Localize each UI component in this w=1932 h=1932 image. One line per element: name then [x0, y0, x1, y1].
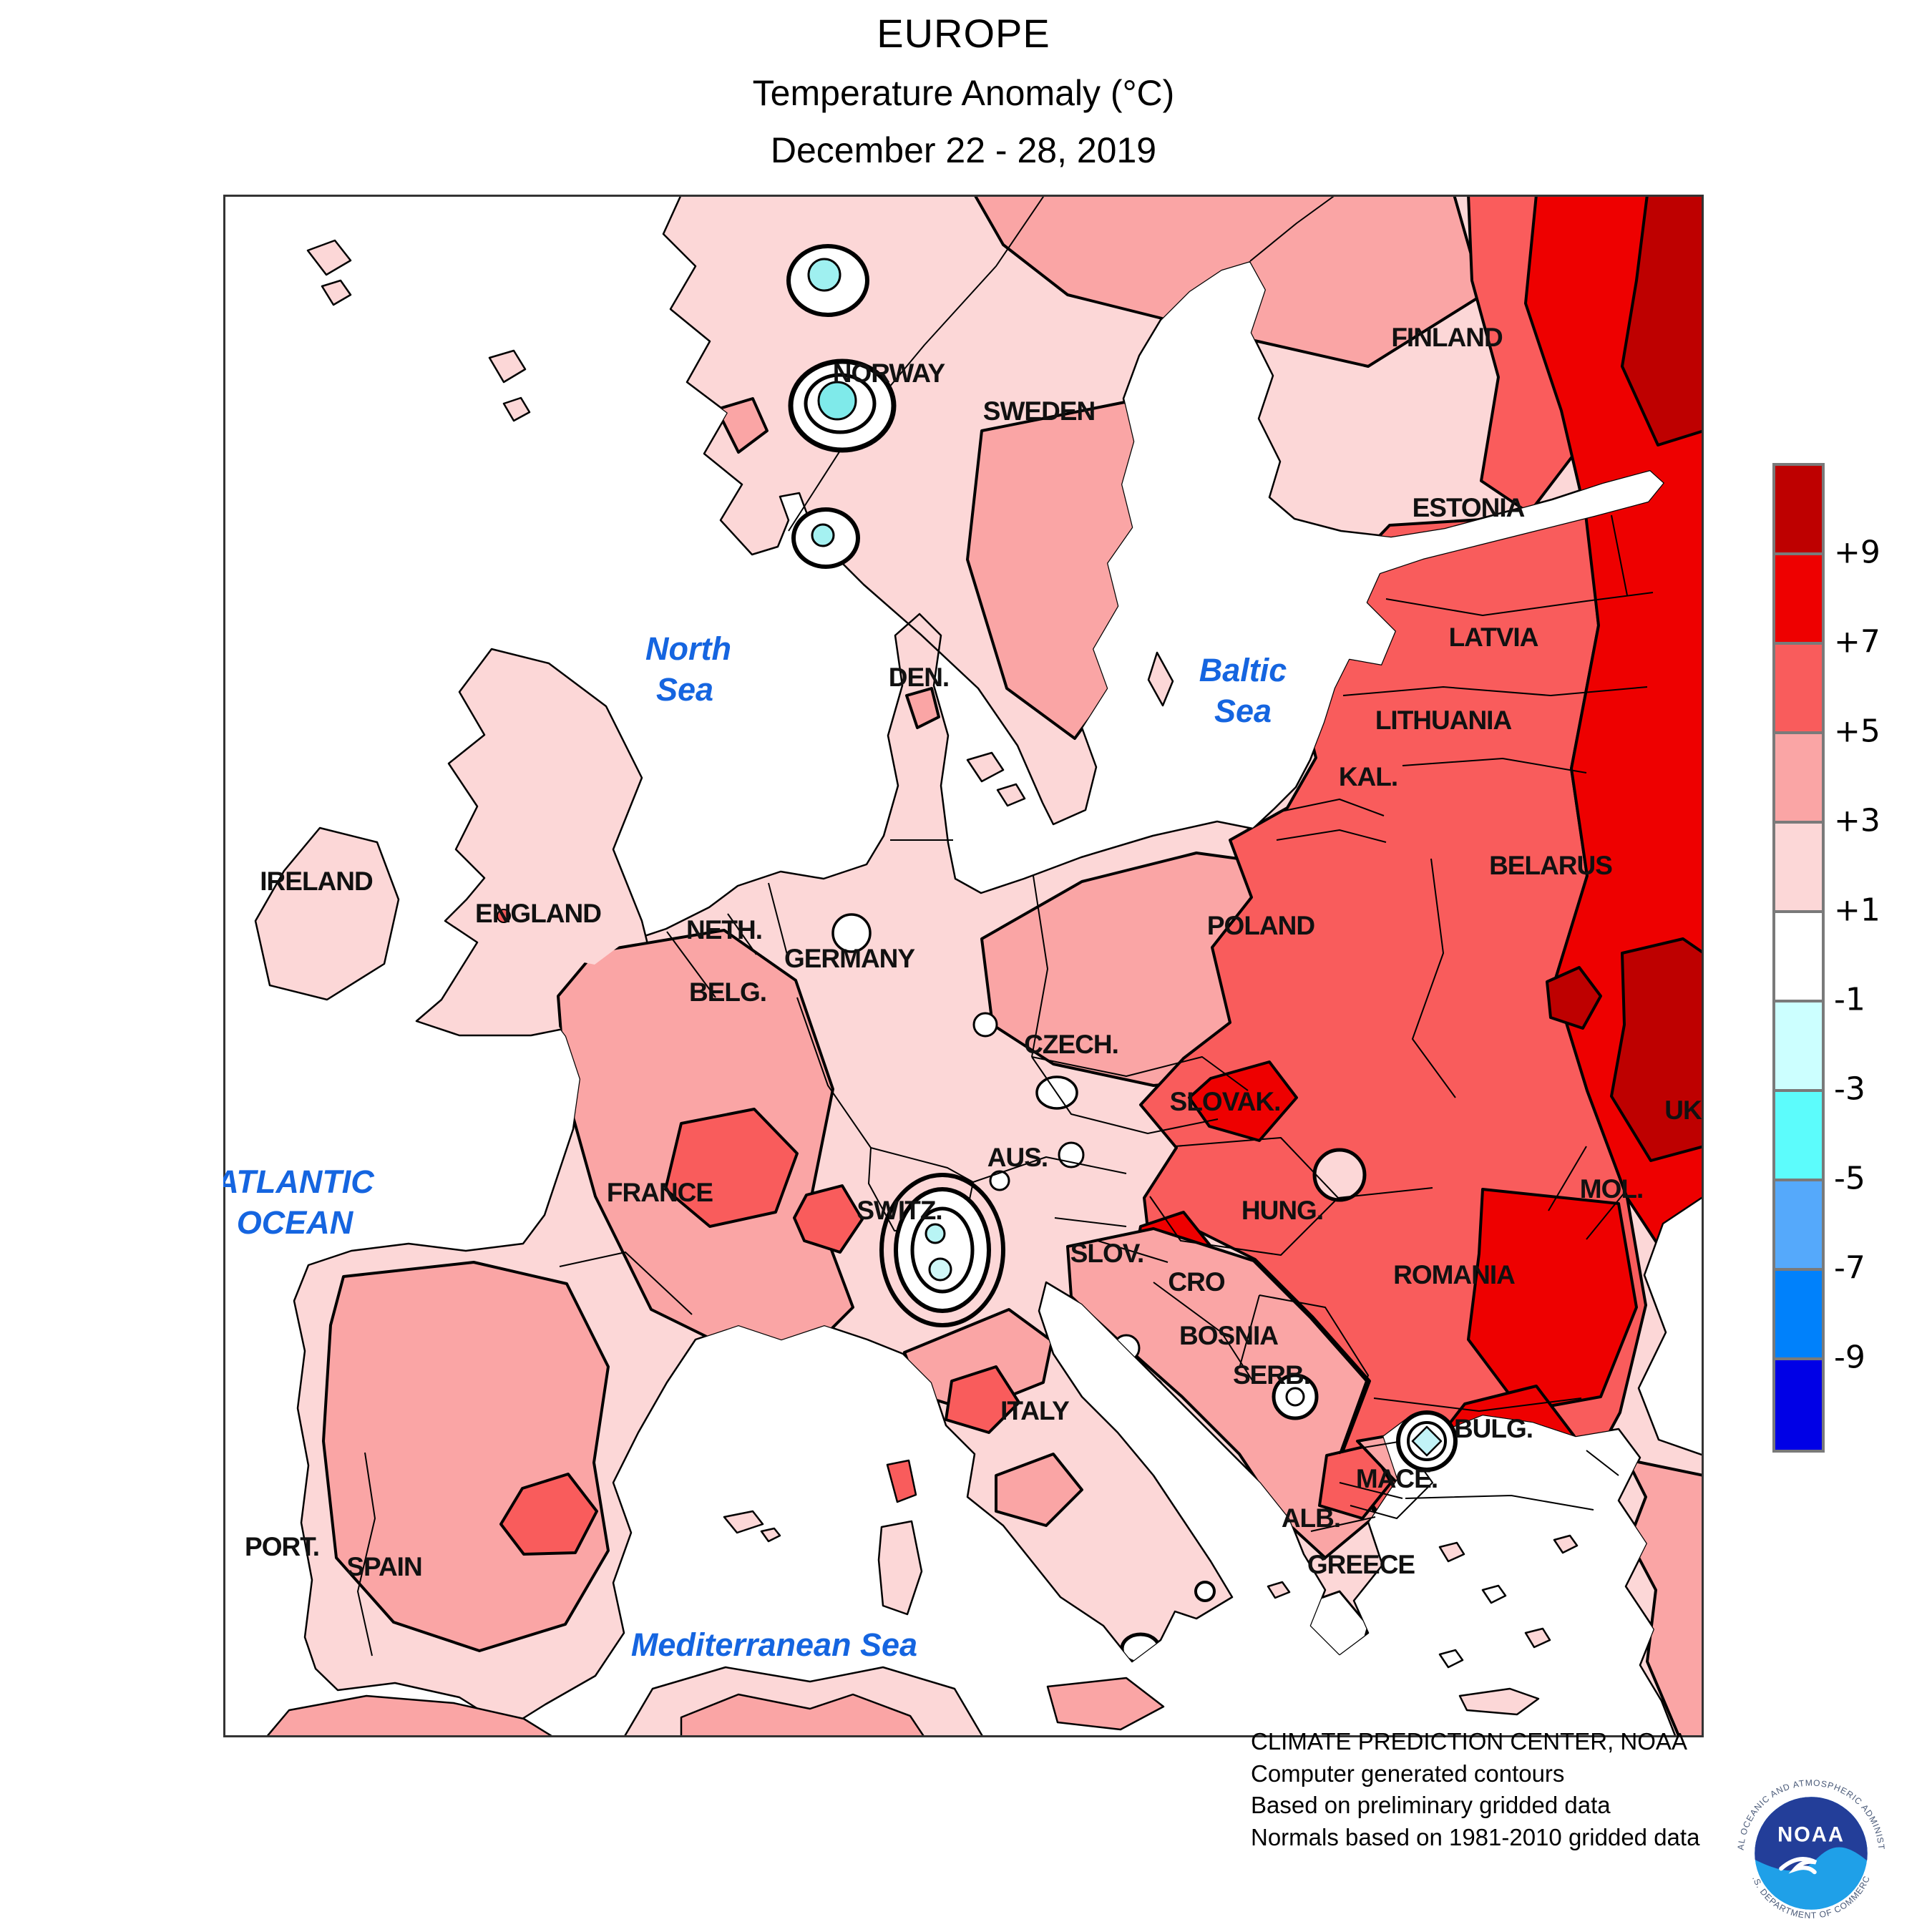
sea-label-ocean: OCEAN — [237, 1204, 354, 1241]
country-label-mace: MACE. — [1356, 1464, 1438, 1493]
footer-credits: CLIMATE PREDICTION CENTER, NOAA Computer… — [1251, 1726, 1699, 1853]
legend-label--3: -3 — [1834, 1070, 1865, 1108]
country-label-bosnia: BOSNIA — [1179, 1321, 1278, 1350]
legend-swatch-<-9 — [1775, 1360, 1822, 1450]
country-label-neth: NETH. — [686, 915, 762, 945]
legend-swatch--3to-1 — [1775, 1002, 1822, 1092]
logo-sky — [1755, 1797, 1868, 1871]
legend-label--7: -7 — [1834, 1249, 1865, 1287]
legend-swatch-+5to+7 — [1775, 645, 1822, 734]
cold-anomaly-spots — [497, 244, 1458, 1472]
country-label-slov: SLOV. — [1070, 1239, 1144, 1268]
legend-swatch-+7to+9 — [1775, 555, 1822, 645]
map-labels: NORWAY SWEDEN FINLAND ESTONIA LATVIA LITHUANI… — [223, 323, 1703, 1663]
country-borders — [357, 195, 1654, 1657]
legend-label-+1: +1 — [1834, 892, 1880, 929]
map-frame — [223, 195, 1704, 1737]
europe-anomaly-map: NORWAY SWEDEN FINLAND ESTONIA LATVIA LITHUANI… — [223, 195, 1704, 1737]
country-label-france: FRANCE — [607, 1178, 713, 1207]
country-label-den: DEN. — [889, 663, 949, 692]
map-subtitle: Temperature Anomaly (°C) — [752, 73, 1175, 113]
sea-label-mediterranean-sea: Mediterranean Sea — [631, 1626, 917, 1663]
country-label-belg: BELG. — [689, 977, 766, 1007]
country-label-alb: ALB. — [1282, 1503, 1340, 1533]
sea-label-baltic: Baltic — [1199, 652, 1287, 688]
footer-line: CLIMATE PREDICTION CENTER, NOAA — [1251, 1728, 1687, 1755]
anomaly-zones — [322, 195, 1704, 1737]
legend-label-+9: +9 — [1834, 534, 1880, 571]
legend-swatch--7to-5 — [1775, 1181, 1822, 1271]
legend-swatch->+9 — [1775, 466, 1822, 555]
country-label-hung: HUNG. — [1241, 1196, 1323, 1225]
country-label-czech: CZECH. — [1024, 1030, 1118, 1059]
country-label-finland: FINLAND — [1391, 323, 1503, 352]
logo-noaa-text: NOAA — [1777, 1823, 1845, 1846]
country-label-latvia: LATVIA — [1449, 623, 1538, 652]
sea-label-sea: Sea — [1214, 693, 1272, 729]
country-label-port: PORT. — [245, 1532, 319, 1561]
legend-label--9: -9 — [1834, 1339, 1865, 1376]
country-label-uk: UK — [1664, 1096, 1702, 1125]
country-label-sweden: SWEDEN — [983, 396, 1095, 426]
country-label-switz: SWITZ. — [857, 1196, 942, 1225]
footer-line: Normals based on 1981-2010 gridded data — [1251, 1823, 1700, 1850]
legend-label--1: -1 — [1834, 981, 1865, 1018]
country-label-aus: AUS. — [987, 1143, 1048, 1172]
legend-swatch--5to-3 — [1775, 1092, 1822, 1181]
legend-swatch--1to+1 — [1775, 913, 1822, 1002]
country-label-slovak: SLOVAK. — [1170, 1087, 1281, 1116]
country-label-ireland: IRELAND — [260, 867, 373, 896]
country-label-romania: ROMANIA — [1393, 1260, 1515, 1289]
country-label-belarus: BELARUS — [1489, 851, 1612, 880]
country-label-spain: SPAIN — [346, 1552, 421, 1581]
country-label-germany: GERMANY — [784, 944, 915, 973]
footer-line: Based on preliminary gridded data — [1251, 1792, 1611, 1818]
map-panel: NORWAY SWEDEN FINLAND ESTONIA LATVIA LITHUANI… — [223, 195, 1704, 1737]
legend-label-+3: +3 — [1834, 802, 1880, 839]
country-label-lithuania: LITHUANIA — [1375, 706, 1512, 735]
noaa-logo: NATIONAL OCEANIC AND ATMOSPHERIC ADMINIS… — [1729, 1775, 1890, 1932]
seagull-icon — [1779, 1857, 1818, 1875]
map-title: EUROPE — [877, 11, 1050, 56]
country-label-kal: KAL. — [1339, 762, 1397, 791]
black-sea — [1637, 1195, 1704, 1457]
legend-swatch-+3to+5 — [1775, 734, 1822, 824]
legend-colorbar — [1772, 463, 1825, 1453]
country-label-bulg: BULG. — [1454, 1414, 1533, 1443]
map-date-range: December 22 - 28, 2019 — [770, 130, 1157, 170]
footer-line: Computer generated contours — [1251, 1760, 1565, 1787]
country-label-norway: NORWAY — [833, 358, 946, 388]
sea-label-north: North — [645, 630, 731, 667]
country-label-england: ENGLAND — [475, 899, 601, 928]
country-label-poland: POLAND — [1207, 911, 1315, 940]
country-label-greece: GREECE — [1307, 1550, 1415, 1579]
country-label-cro: CRO — [1168, 1267, 1224, 1297]
legend-label-+7: +7 — [1834, 623, 1880, 660]
title-block: EUROPE Temperature Anomaly (°C) December… — [223, 10, 1704, 171]
sea-label-sea: Sea — [656, 671, 713, 708]
legend-swatch--9to-7 — [1775, 1271, 1822, 1360]
country-label-estonia: ESTONIA — [1413, 493, 1525, 522]
country-label-italy: ITALY — [1000, 1396, 1070, 1425]
legend-label--5: -5 — [1834, 1160, 1865, 1197]
sea-label-atlantic: ATLANTIC — [223, 1163, 375, 1200]
legend-swatch-+1to+3 — [1775, 824, 1822, 913]
country-label-mol: MOL. — [1580, 1174, 1643, 1204]
legend-label-+5: +5 — [1834, 713, 1880, 750]
country-label-serb: SERB. — [1233, 1360, 1310, 1390]
